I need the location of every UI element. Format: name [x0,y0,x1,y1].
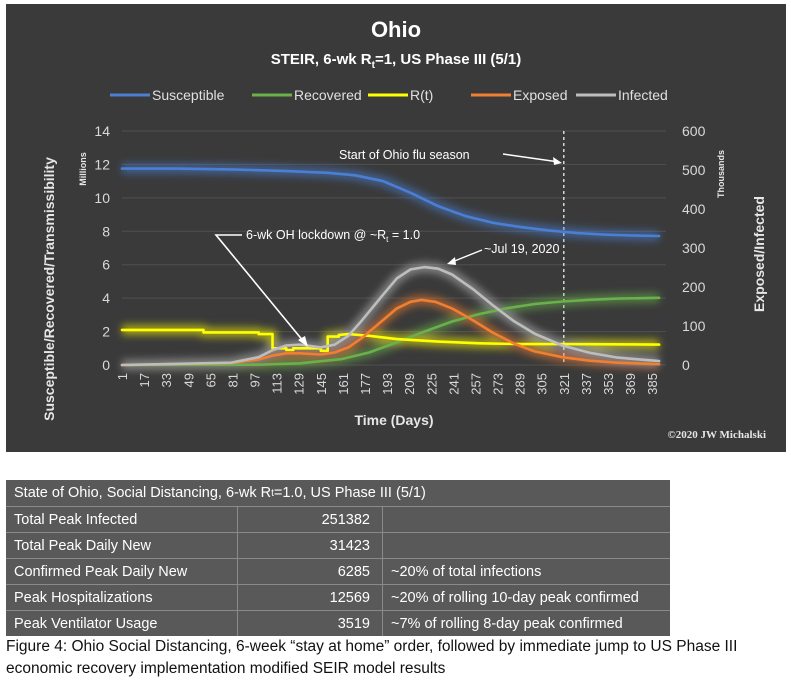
x-tick-label: 145 [314,373,329,395]
series-line-susceptible [120,167,661,238]
y-left-unit: Millions [78,152,88,186]
y-left-tick-label: 2 [102,324,110,340]
x-tick-label: 17 [137,373,152,387]
series-glow [122,163,660,241]
chart-subtitle: STEIR, 6-wk Rt=1, US Phase III (5/1) [271,51,522,71]
annotation-flu-season: Start of Ohio flu season [339,148,470,162]
chart-panel: 0 2 4 6 8 10 12 14 0 100 200 300 400 500 600 1 17 33 49 65 8… [6,4,786,452]
x-tick-label: 385 [645,373,660,395]
row-label: Peak Hospitalizations [6,585,238,610]
y-right-tick-label: 200 [682,279,706,295]
row-label: Confirmed Peak Daily New [6,559,238,584]
x-tick-label: 113 [270,373,285,394]
row-label: Total Peak Infected [6,507,238,532]
y-left-tick-label: 6 [102,257,110,273]
x-tick-label: 1 [115,373,130,380]
y-right-tick-label: 0 [682,357,690,373]
table-header-pre: State of Ohio, Social Distancing, 6-wk R [14,485,272,501]
legend-label: Infected [618,87,668,103]
x-tick-label: 65 [203,373,218,387]
legend-label: Recovered [294,87,362,103]
y-left-tick-label: 4 [102,290,110,306]
annotation-flu-arrowhead [553,157,562,165]
y-left-tick-label: 14 [94,123,110,139]
table-row: Total Peak Infected 251382 [6,507,670,533]
row-label: Peak Ventilator Usage [6,611,238,636]
annotation-lockdown-arrow [214,234,305,343]
series-line-exposed [120,298,661,367]
legend-label: Susceptible [152,87,225,103]
table-header-post: =1.0, US Phase III (5/1) [273,485,426,501]
y-left-axis-title: Susceptible/Recovered/Transmissibility [41,157,57,421]
table-row: Peak Ventilator Usage 3519 ~7% of rollin… [6,611,670,636]
y-right-tick-label: 100 [682,318,706,334]
annotation-lockdown-arrowhead [298,336,308,347]
y-left-tick-label: 12 [94,156,110,172]
x-tick-label: 33 [159,373,174,387]
y-right-tick-label: 500 [682,162,706,178]
row-note: ~20% of total infections [391,563,542,580]
annotation-peak-arrow [451,249,483,263]
x-tick-label: 353 [601,373,616,395]
copyright-text: ©2020 JW Michalski [668,429,766,441]
x-tick-label: 241 [446,373,461,395]
y-right-axis-title: Exposed/Infected [751,196,767,312]
row-value: 31423 [238,533,383,558]
table-header: State of Ohio, Social Distancing, 6-wk R… [6,480,670,507]
y-right-unit: Thousands [716,150,726,198]
series-line-rt [120,328,661,353]
x-tick-label: 273 [491,373,506,395]
y-left-tick-label: 0 [102,357,110,373]
row-note [383,507,670,532]
y-right-tick-label: 400 [682,201,706,217]
x-tick-label: 289 [513,373,528,395]
legend-label: R(t) [410,87,433,103]
x-tick-label: 81 [225,373,240,387]
figure-caption: Figure 4: Ohio Social Distancing, 6-week… [6,638,738,677]
x-tick-label: 209 [402,373,417,395]
row-note: ~7% of rolling 8-day peak confirmed [391,615,623,632]
annotation-lockdown: 6-wk OH lockdown @ ~Rt = 1.0 [246,228,420,244]
chart-title: Ohio [371,17,421,42]
x-tick-label: 369 [623,373,638,395]
annotation-peak-arrowhead [447,257,456,265]
y-left-tick-label: 8 [102,223,110,239]
x-tick-label: 177 [358,373,373,395]
x-tick-label: 193 [380,373,395,395]
annotation-flu-arrow [502,153,560,163]
y-right-tick-label: 300 [682,240,706,256]
x-tick-label: 129 [292,373,307,395]
y-right-tick-label: 600 [682,123,706,139]
row-value: 3519 [238,611,383,636]
x-axis-title: Time (Days) [354,412,433,428]
x-tick-label: 161 [336,373,351,395]
legend-label: Exposed [513,87,567,103]
x-tick-label: 305 [535,373,550,395]
x-tick-label: 97 [248,373,263,387]
x-tick-label: 225 [424,373,439,395]
x-tick-label: 337 [579,373,594,395]
row-label: Total Peak Daily New [6,533,238,558]
table-header-sub: t [271,487,274,499]
row-value: 12569 [238,585,383,610]
y-left-tick-label: 10 [94,190,110,206]
x-tick-label: 321 [557,373,572,395]
results-table: State of Ohio, Social Distancing, 6-wk R… [6,480,670,636]
series-line-recovered [120,296,661,367]
table-row: Confirmed Peak Daily New 6285 ~20% of to… [6,559,670,585]
row-value: 6285 [238,559,383,584]
table-row: Total Peak Daily New 31423 [6,533,670,559]
row-value: 251382 [238,507,383,532]
row-note: ~20% of rolling 10-day peak confirmed [391,589,639,606]
series-line-infected [120,265,661,367]
table-row: Peak Hospitalizations 12569 ~20% of roll… [6,585,670,611]
x-tick-label: 49 [181,373,196,387]
row-note [383,533,670,558]
x-tick-label: 257 [468,373,483,395]
seir-chart: 0 2 4 6 8 10 12 14 0 100 200 300 400 500 600 1 17 33 49 65 8… [41,17,767,441]
annotation-peak-date: ~Jul 19, 2020 [484,242,559,256]
